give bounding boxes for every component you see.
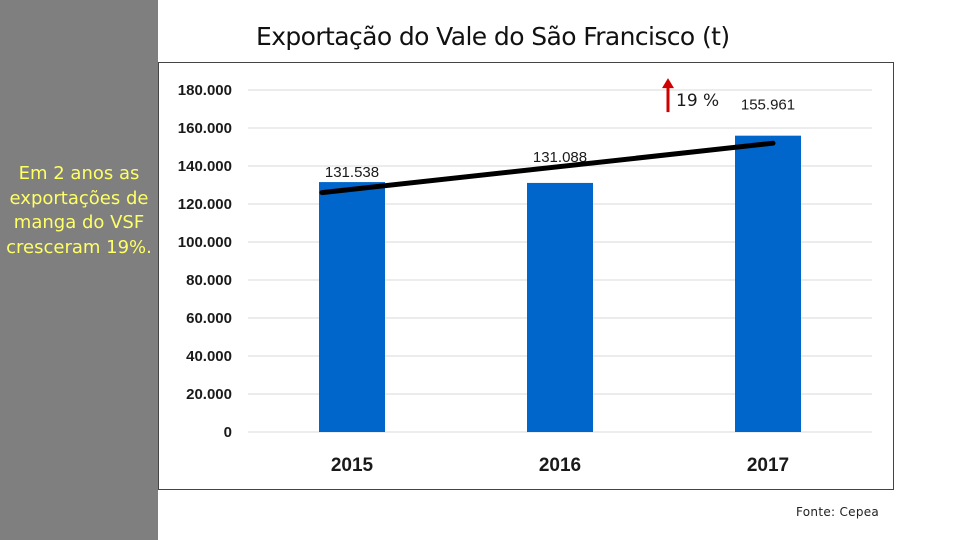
bar-2017 <box>735 135 801 432</box>
y-tick-label: 20.000 <box>186 386 232 403</box>
y-tick-label: 0 <box>224 424 232 441</box>
y-tick-label: 40.000 <box>186 348 232 365</box>
sidebar-panel: Em 2 anos as exportações de manga do VSF… <box>0 0 158 540</box>
y-tick-label: 180.000 <box>178 82 232 99</box>
x-tick-label: 2016 <box>539 455 581 476</box>
source-note: Fonte: Cepea <box>796 505 880 519</box>
chart-bars <box>319 135 801 432</box>
sidebar-summary-text: Em 2 anos as exportações de manga do VSF… <box>6 163 152 258</box>
y-axis-ticks: 0 20.000 40.000 60.000 80.000 100.000 120.000 1… <box>178 82 232 441</box>
y-tick-label: 140.000 <box>178 158 232 175</box>
trend-line <box>319 140 776 196</box>
chart-trend <box>319 140 776 196</box>
y-tick-label: 100.000 <box>178 234 232 251</box>
chart-data-labels: 131.538 131.088 155.961 <box>325 97 795 181</box>
y-tick-label: 120.000 <box>178 196 232 213</box>
page-title: Exportação do Vale do São Francisco (t) <box>256 22 730 51</box>
x-tick-label: 2017 <box>747 455 789 476</box>
x-axis-ticks: 2015 2016 2017 <box>331 455 789 476</box>
data-label: 155.961 <box>741 97 795 114</box>
data-label: 131.088 <box>533 149 587 166</box>
chart-annotation: 19 % <box>662 78 719 113</box>
y-tick-label: 160.000 <box>178 120 232 137</box>
y-tick-label: 60.000 <box>186 310 232 327</box>
bar-chart: 0 20.000 40.000 60.000 80.000 100.000 120.000 1… <box>158 62 894 490</box>
x-tick-label: 2015 <box>331 455 374 476</box>
bar-2016 <box>527 182 593 432</box>
bar-2015 <box>319 182 385 432</box>
growth-annotation-text: 19 % <box>676 91 719 111</box>
growth-arrow-head <box>662 78 674 89</box>
data-label: 131.538 <box>325 164 379 181</box>
y-tick-label: 80.000 <box>186 272 232 289</box>
